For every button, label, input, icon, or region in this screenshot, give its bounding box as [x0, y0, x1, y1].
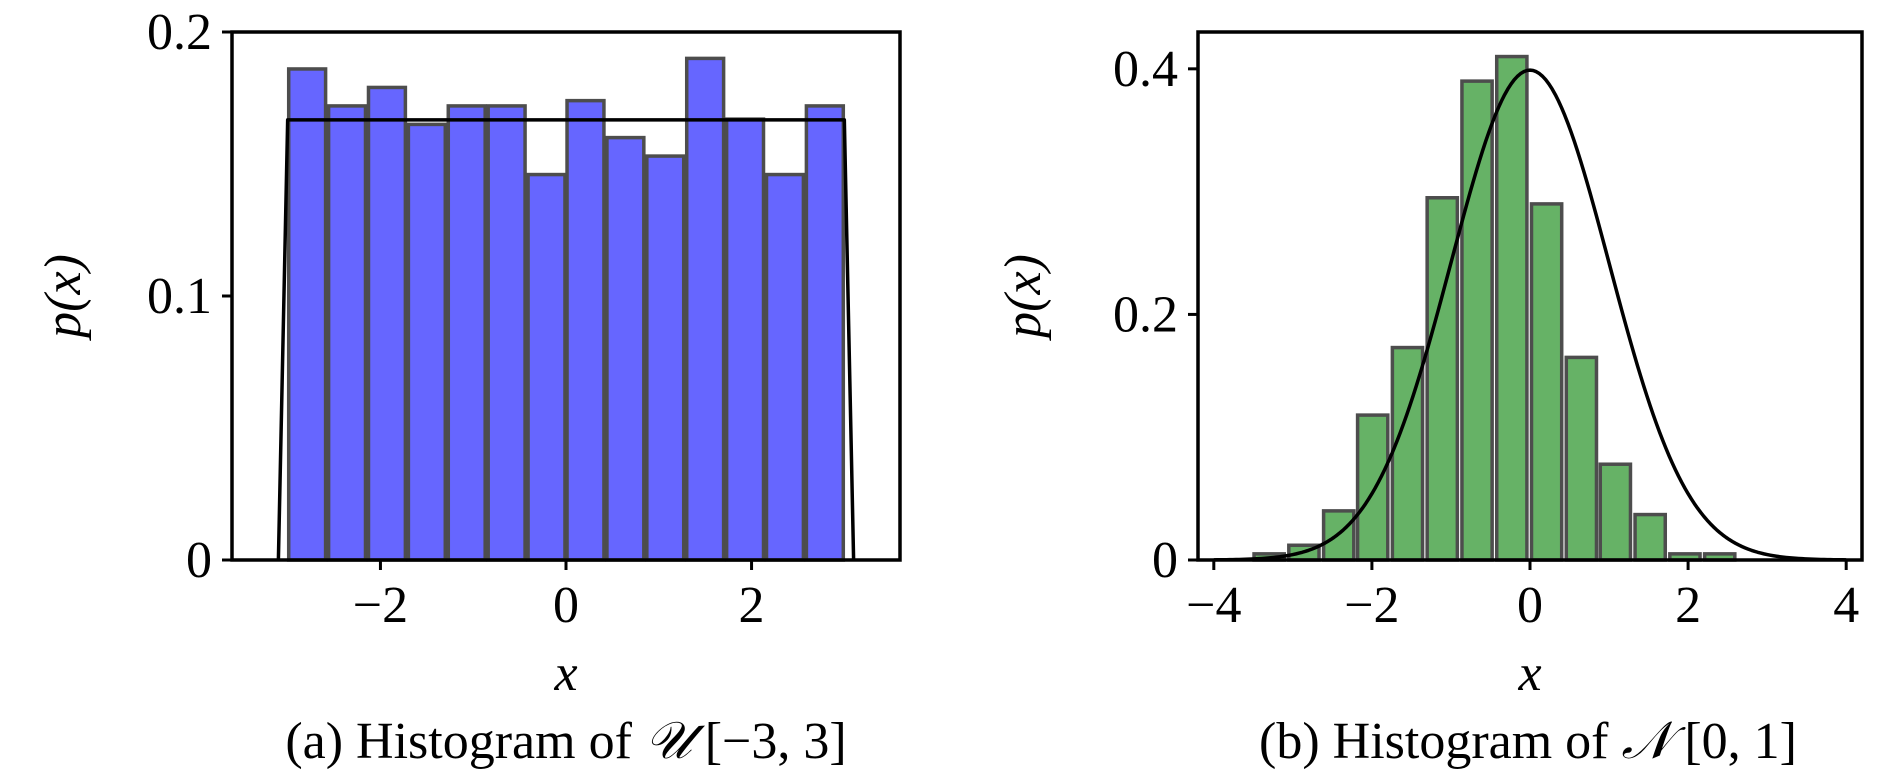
panel-a-bar	[724, 117, 766, 562]
panel-a-caption: (a) Histogram of 𝒰 [−3, 3]	[285, 711, 846, 771]
panel-a-uniform-pdf-line	[276, 118, 856, 561]
panel-b-caption-range: [0, 1]	[1671, 713, 1797, 770]
panel-b-x-tick-label: 2	[1675, 577, 1701, 634]
panel-b-y-ticks: 0 0.2 0.4	[1113, 41, 1198, 589]
panel-a-bar	[446, 104, 487, 562]
panel-b-bar	[1494, 54, 1529, 562]
panel-a-bars	[286, 56, 846, 562]
panel-a-y-ticks: 0 0.1 0.2	[147, 4, 232, 589]
panel-b-bar	[1564, 355, 1599, 562]
panel-b-caption-prefix: (b) Histogram of	[1259, 713, 1621, 770]
panel-b-y-tick-label: 0	[1152, 532, 1178, 589]
panel-b-x-tick-label: −2	[1344, 577, 1399, 634]
panel-a-y-tick-label: 0.2	[147, 4, 212, 61]
panel-b-bar	[1460, 79, 1494, 562]
panel-b-y-axis-label: p(x)	[995, 254, 1052, 342]
panel-a-bar	[486, 104, 527, 562]
panel-a-bar	[366, 85, 408, 562]
panel-a-x-axis-label: x	[553, 645, 577, 702]
panel-b-caption: (b) Histogram of 𝒩 [0, 1]	[1259, 711, 1797, 771]
panel-b-x-ticks: −4 −2 0 2 4	[1186, 560, 1859, 634]
panel-a-bar	[526, 172, 567, 562]
panel-a-bar	[565, 98, 606, 562]
panel-b-x-tick-label: 0	[1517, 577, 1543, 634]
panel-a-bar	[764, 172, 806, 562]
panel-a-y-tick-label: 0	[186, 532, 212, 589]
panel-b-bars	[1252, 54, 1737, 562]
panel-b-x-tick-label: 4	[1833, 577, 1859, 634]
panel-a-caption-prefix: (a) Histogram of	[285, 713, 645, 770]
panel-a-y-axis-label: p(x)	[35, 254, 92, 342]
panel-a-bar	[406, 122, 448, 562]
panel-b-x-axis-label: x	[1517, 645, 1541, 702]
panel-a-x-tick-label: 2	[739, 577, 765, 634]
panel-b-y-tick-label: 0.4	[1113, 41, 1178, 98]
panel-b-bar	[1633, 512, 1668, 562]
panel-a-x-tick-label: 0	[553, 577, 579, 634]
panel-b-y-tick-label: 0.2	[1113, 286, 1178, 343]
panel-a-x-ticks: −2 0 2	[353, 560, 765, 634]
panel-b-normal-pdf-curve	[1213, 68, 1847, 562]
panel-a-caption-range: [−3, 3]	[692, 713, 847, 770]
panel-a-uniform-histogram: −2 0 2 0 0.1 0.2 x p(x) (a) Histogram of 𝒰 […	[35, 4, 902, 771]
panel-b-x-tick-label: −4	[1186, 577, 1241, 634]
panel-b-bar	[1355, 413, 1390, 562]
panel-a-bar	[286, 67, 328, 562]
panel-b-normal-histogram: −4 −2 0 2 4 0 0.2 0.4 x p(x) (b) Histogram of …	[995, 30, 1864, 771]
panel-a-bar	[326, 104, 368, 562]
panel-a-bar	[804, 104, 846, 562]
panel-a-bar	[645, 154, 686, 562]
panel-b-bar	[1598, 462, 1633, 562]
panel-a-bar	[684, 56, 726, 562]
panel-b-bar	[1529, 202, 1564, 562]
panel-a-y-tick-label: 0.1	[147, 268, 212, 325]
panel-a-bar	[605, 135, 646, 562]
panel-a-x-tick-label: −2	[353, 577, 408, 634]
